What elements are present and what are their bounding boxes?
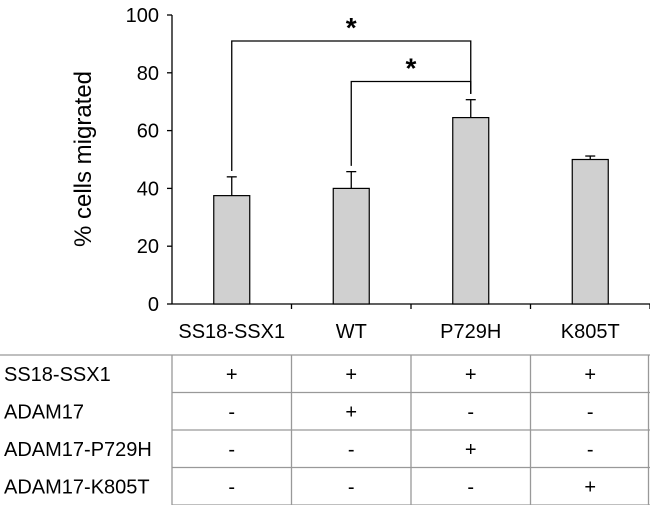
y-tick-label: 60	[137, 121, 159, 143]
table-row-label: SS18-SSX1	[4, 364, 111, 386]
table-cell: +	[345, 401, 357, 423]
significance-star: *	[346, 12, 357, 43]
table-row-label: ADAM17-K805T	[4, 476, 150, 498]
bar-wt	[332, 187, 370, 305]
y-tick-label: 40	[137, 178, 159, 200]
table-cell: -	[587, 439, 594, 461]
y-tick-label: 80	[137, 63, 159, 85]
table-cell: +	[584, 364, 596, 386]
bar-ss18-ssx1	[213, 195, 251, 305]
significance-star: *	[406, 52, 417, 83]
bar-k805t	[571, 158, 609, 305]
y-axis: 0 20 40 60 80 100	[126, 5, 173, 316]
y-tick-label: 0	[148, 294, 159, 316]
table-cell: +	[226, 364, 238, 386]
table-cell: -	[348, 476, 355, 498]
significance-annotations: **	[231, 12, 472, 172]
table-cell: +	[345, 364, 357, 386]
table-row-label: ADAM17	[4, 401, 84, 423]
y-axis-title-group: % cells migrated	[70, 71, 97, 247]
y-axis-title: % cells migrated	[70, 71, 97, 247]
table-cell: -	[467, 476, 474, 498]
table-cell: +	[584, 476, 596, 498]
significance-bracket	[231, 40, 472, 172]
table-cell: -	[348, 439, 355, 461]
table-row-label: ADAM17-P729H	[4, 439, 152, 461]
bar-p729h	[452, 116, 490, 305]
x-tick-label: SS18-SSX1	[178, 321, 285, 343]
significance-bracket	[350, 80, 472, 166]
x-tick-label: K805T	[561, 321, 620, 343]
table-cell: +	[465, 439, 477, 461]
y-tick-label: 100	[126, 5, 159, 27]
table-cell: -	[228, 439, 235, 461]
table-cell: -	[228, 476, 235, 498]
table-cell: -	[228, 401, 235, 423]
condition-table: SS18-SSX1 + + + + ADAM17 - + - - ADAM17-P729H - - + - A…	[0, 354, 650, 505]
x-tick-label: WT	[336, 321, 367, 343]
x-axis: SS18-SSX1 WT P729H K805T	[172, 303, 650, 343]
bars	[213, 99, 609, 305]
table-cell: -	[587, 401, 594, 423]
y-tick-label: 20	[137, 236, 159, 258]
table-cell: -	[467, 401, 474, 423]
x-tick-label: P729H	[440, 321, 501, 343]
table-cell: +	[465, 364, 477, 386]
